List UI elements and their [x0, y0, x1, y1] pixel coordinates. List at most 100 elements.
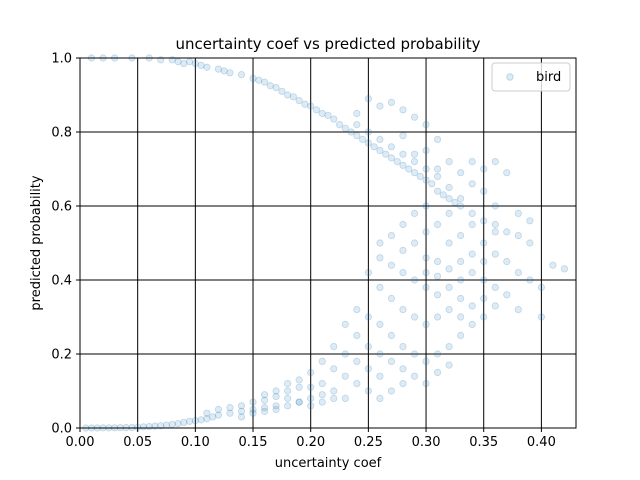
x-tick-label: 0.05: [123, 435, 152, 450]
y-tick-label: 0.6: [51, 200, 72, 215]
data-point: [370, 143, 378, 151]
data-point: [399, 379, 407, 388]
data-point: [128, 423, 136, 432]
data-point: [445, 195, 453, 203]
x-tick-label: 0.35: [469, 435, 498, 450]
data-point: [387, 357, 396, 365]
data-point: [376, 320, 384, 328]
data-point: [480, 276, 488, 284]
data-point: [255, 76, 263, 84]
data-point: [174, 419, 182, 428]
data-point: [387, 143, 396, 151]
data-point: [191, 59, 199, 68]
data-point: [376, 146, 384, 155]
data-point: [422, 254, 430, 262]
data-point: [491, 202, 499, 210]
data-point: [457, 232, 465, 240]
data-point: [180, 418, 188, 427]
data-point: [503, 257, 511, 266]
data-point: [295, 96, 303, 105]
data-point: [318, 109, 326, 118]
data-point: [491, 228, 499, 236]
data-point: [422, 283, 430, 291]
data-point: [491, 283, 499, 291]
data-point: [364, 342, 372, 351]
data-point: [203, 63, 211, 71]
data-point: [214, 405, 223, 414]
data-point: [376, 350, 384, 358]
data-point: [422, 146, 430, 155]
data-point: [376, 372, 384, 380]
data-point: [445, 265, 453, 273]
data-point: [364, 365, 372, 373]
x-tick-label: 0.20: [296, 435, 325, 450]
data-point: [214, 411, 223, 419]
data-point: [203, 415, 211, 423]
data-point: [353, 305, 361, 314]
data-point: [457, 294, 465, 303]
data-point: [422, 320, 430, 328]
data-point: [468, 250, 476, 258]
data-point: [330, 115, 338, 123]
data-point: [376, 394, 384, 402]
legend-marker: [506, 73, 514, 81]
data-point: [457, 257, 465, 266]
y-tick-label: 0.2: [51, 348, 72, 363]
data-point: [399, 106, 407, 114]
data-point: [399, 220, 407, 229]
legend-label-bird: bird: [536, 70, 561, 85]
data-point: [185, 417, 194, 425]
data-point: [295, 398, 303, 406]
data-point: [295, 376, 303, 384]
data-point: [249, 405, 257, 414]
data-point: [260, 391, 269, 399]
data-point: [445, 283, 453, 291]
y-tick-label: 0.0: [51, 422, 72, 437]
data-point: [433, 313, 442, 321]
data-point: [387, 331, 396, 340]
data-point: [491, 302, 499, 310]
data-point: [353, 132, 361, 140]
data-point: [376, 254, 384, 262]
data-point: [318, 391, 326, 399]
data-point: [480, 165, 488, 173]
data-point: [237, 402, 246, 410]
data-point: [226, 404, 234, 412]
data-point: [457, 313, 465, 321]
data-point: [422, 202, 430, 210]
data-point: [526, 217, 534, 225]
data-point: [237, 407, 246, 415]
data-point: [410, 169, 419, 177]
y-axis-ticks: 0.0 0.2 0.4 0.6 0.8 1.0: [51, 52, 80, 437]
data-point: [341, 320, 349, 328]
data-point: [376, 239, 384, 247]
data-point: [249, 398, 257, 406]
data-point: [353, 357, 361, 365]
data-point: [457, 202, 465, 210]
legend-box: [491, 62, 571, 92]
data-point: [433, 165, 442, 173]
data-point: [433, 187, 442, 195]
data-point: [433, 135, 442, 143]
data-point: [433, 257, 442, 266]
data-point: [468, 158, 476, 166]
data-point: [289, 93, 297, 101]
data-point: [480, 217, 488, 225]
data-points: [82, 54, 569, 432]
data-point: [260, 78, 269, 86]
data-point: [468, 320, 476, 328]
data-point: [503, 291, 511, 299]
data-point: [433, 172, 442, 180]
data-point: [307, 368, 315, 377]
data-point: [341, 350, 349, 358]
data-point: [341, 124, 349, 132]
data-point: [341, 394, 349, 402]
data-point: [266, 82, 274, 90]
data-point: [445, 239, 453, 247]
data-point: [382, 150, 390, 158]
data-point: [318, 357, 326, 365]
data-point: [330, 365, 338, 373]
data-point: [353, 379, 361, 388]
